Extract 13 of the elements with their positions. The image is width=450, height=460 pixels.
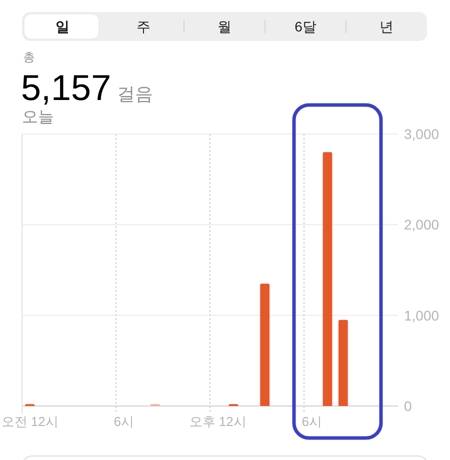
- segmented-control: 일 주 월 6달 년: [22, 12, 427, 41]
- text: 총: [23, 50, 35, 64]
- y-tick-label: 1,000: [404, 307, 440, 324]
- x-tick-label: 6시: [302, 414, 322, 429]
- x-tick-label: 6시: [114, 414, 134, 429]
- x-tick-label: 오후 12시: [189, 414, 246, 429]
- y-tick-label: 2,000: [404, 216, 440, 233]
- chart-subtitle: 오늘: [22, 109, 54, 126]
- y-tick-label: 3,000: [404, 126, 440, 142]
- y-tick-label: 0: [404, 398, 412, 414]
- text: 걸음: [117, 84, 154, 104]
- chart-title: 5,157: [21, 67, 112, 108]
- x-tick-label: 오전 12시: [1, 414, 58, 429]
